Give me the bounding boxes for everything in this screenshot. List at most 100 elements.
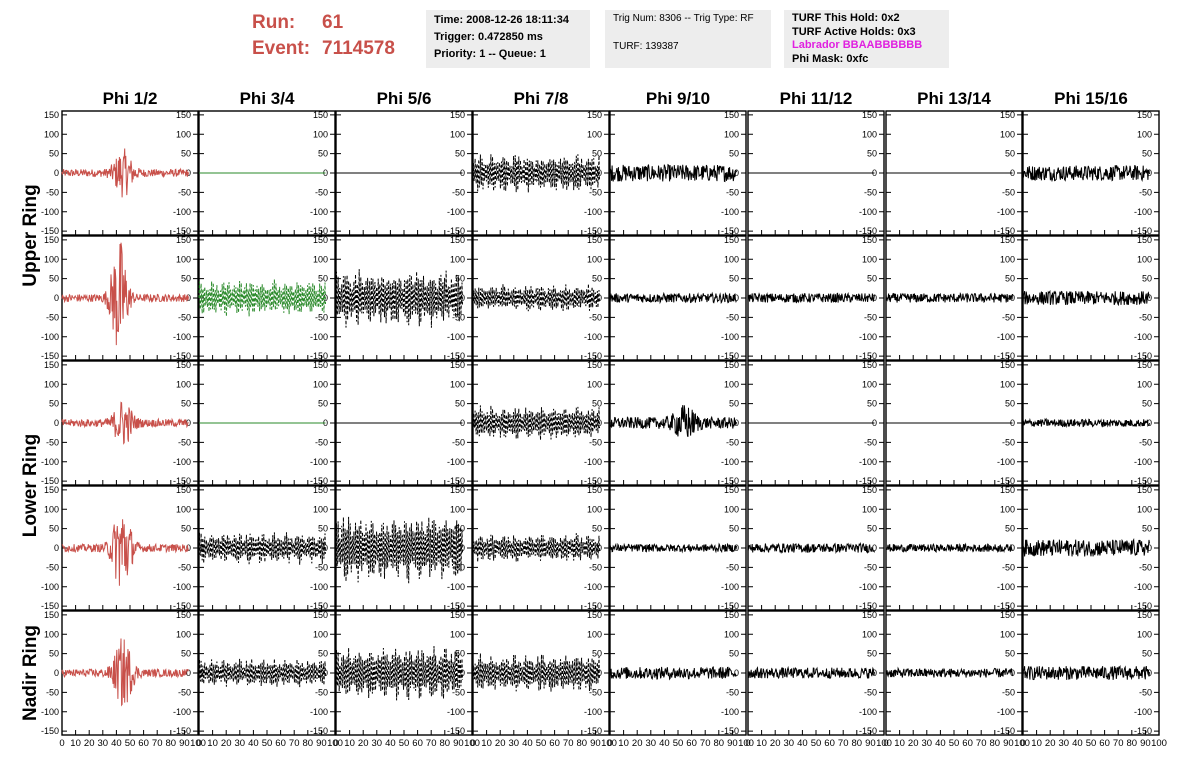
- x-tick-label: 20: [632, 738, 643, 749]
- y-tick-label: 100: [44, 129, 59, 139]
- waveform-trace: [472, 283, 600, 312]
- y-tick-label: 100: [1000, 629, 1015, 639]
- y-tick-label: -100: [721, 332, 739, 342]
- y-tick-label: 50: [1005, 649, 1015, 659]
- x-tick-label: 10: [207, 738, 218, 749]
- y-tick-label: 100: [724, 254, 739, 264]
- y-tick-label: 150: [1137, 610, 1152, 620]
- x-tick-label: 50: [673, 738, 684, 749]
- y-tick-label: 100: [44, 504, 59, 514]
- y-tick-label: 100: [724, 129, 739, 139]
- x-tick-label: 100: [1014, 738, 1030, 749]
- y-tick-label: 50: [1142, 399, 1152, 409]
- y-tick-label: -100: [173, 207, 191, 217]
- x-tick-label: 70: [838, 738, 849, 749]
- y-tick-label: 150: [1000, 360, 1015, 370]
- x-tick-label: 50: [949, 738, 960, 749]
- y-tick-label: 0: [460, 668, 465, 678]
- x-tick-label: 0: [883, 738, 888, 749]
- y-tick-label: 0: [597, 293, 602, 303]
- y-tick-label: -150: [859, 601, 877, 611]
- y-tick-label: 100: [176, 129, 191, 139]
- y-tick-label: 150: [44, 235, 59, 245]
- y-tick-label: 150: [587, 610, 602, 620]
- y-tick-label: 150: [1137, 235, 1152, 245]
- y-tick-label: -150: [447, 226, 465, 236]
- y-tick-label: 150: [176, 235, 191, 245]
- y-tick-label: -150: [1134, 351, 1152, 361]
- y-tick-label: 0: [186, 543, 191, 553]
- y-tick-label: 100: [450, 254, 465, 264]
- y-tick-label: -100: [859, 332, 877, 342]
- x-tick-label: 30: [372, 738, 383, 749]
- y-tick-label: -50: [1139, 562, 1152, 572]
- y-tick-label: 150: [450, 485, 465, 495]
- y-tick-label: 100: [1000, 504, 1015, 514]
- y-tick-label: -50: [46, 187, 59, 197]
- y-tick-label: 50: [181, 649, 191, 659]
- y-tick-label: 50: [1142, 649, 1152, 659]
- waveform-trace: [472, 405, 600, 441]
- x-tick-label: 10: [1031, 738, 1042, 749]
- x-tick-label: 60: [686, 738, 697, 749]
- y-tick-label: 100: [587, 129, 602, 139]
- y-tick-label: -150: [447, 601, 465, 611]
- y-tick-label: -50: [726, 437, 739, 447]
- trig-num-text: Trig Num: 8306 -- Trig Type: RF: [613, 13, 754, 24]
- y-tick-label: 0: [323, 668, 328, 678]
- y-tick-label: 100: [450, 379, 465, 389]
- y-tick-label: 0: [1147, 418, 1152, 428]
- x-tick-label: 90: [727, 738, 738, 749]
- y-tick-label: 150: [724, 610, 739, 620]
- waveform-trace: [1022, 537, 1150, 557]
- y-tick-label: -150: [721, 476, 739, 486]
- y-tick-label: 150: [862, 235, 877, 245]
- y-tick-label: 100: [862, 379, 877, 389]
- x-tick-label: 70: [152, 738, 163, 749]
- y-tick-label: -50: [315, 687, 328, 697]
- x-tick-label: 10: [70, 738, 81, 749]
- y-tick-label: 50: [592, 524, 602, 534]
- y-tick-label: -50: [1139, 437, 1152, 447]
- waveform-trace: [61, 148, 189, 198]
- y-tick-label: 50: [1005, 399, 1015, 409]
- column-label: Phi 15/16: [1054, 89, 1128, 108]
- waveform-trace: [61, 401, 189, 445]
- y-tick-label: 150: [724, 110, 739, 120]
- y-tick-label: 50: [49, 149, 59, 159]
- x-tick-label: 100: [738, 738, 754, 749]
- y-tick-label: -50: [589, 437, 602, 447]
- x-tick-label: 60: [549, 738, 560, 749]
- run-row: Run: 61: [252, 10, 422, 36]
- y-tick-label: -100: [859, 207, 877, 217]
- waveform-trace: [472, 653, 600, 692]
- y-tick-label: 150: [176, 485, 191, 495]
- y-tick-label: -50: [1002, 437, 1015, 447]
- y-tick-label: -50: [1139, 687, 1152, 697]
- y-tick-label: 150: [313, 610, 328, 620]
- waveform-trace: [1022, 417, 1150, 428]
- waveform-trace: [747, 291, 875, 304]
- y-tick-label: -50: [864, 562, 877, 572]
- column-label: Phi 1/2: [103, 89, 158, 108]
- y-tick-label: 150: [724, 235, 739, 245]
- x-tick-label: 30: [509, 738, 520, 749]
- y-tick-label: 0: [54, 668, 59, 678]
- y-tick-label: 50: [318, 274, 328, 284]
- x-tick-label: 0: [1020, 738, 1025, 749]
- y-tick-label: -100: [721, 707, 739, 717]
- y-tick-label: -50: [589, 562, 602, 572]
- y-tick-label: -50: [452, 562, 465, 572]
- y-tick-label: 50: [592, 649, 602, 659]
- y-tick-label: -50: [1002, 687, 1015, 697]
- waveform-trace: [1022, 164, 1150, 183]
- waveform-trace: [198, 279, 326, 317]
- y-tick-label: 150: [587, 360, 602, 370]
- x-tick-label: 40: [1072, 738, 1083, 749]
- y-tick-label: -50: [864, 437, 877, 447]
- y-tick-label: 100: [313, 254, 328, 264]
- y-tick-label: -50: [726, 687, 739, 697]
- x-tick-label: 60: [962, 738, 973, 749]
- y-tick-label: -50: [726, 562, 739, 572]
- y-tick-label: -150: [173, 726, 191, 736]
